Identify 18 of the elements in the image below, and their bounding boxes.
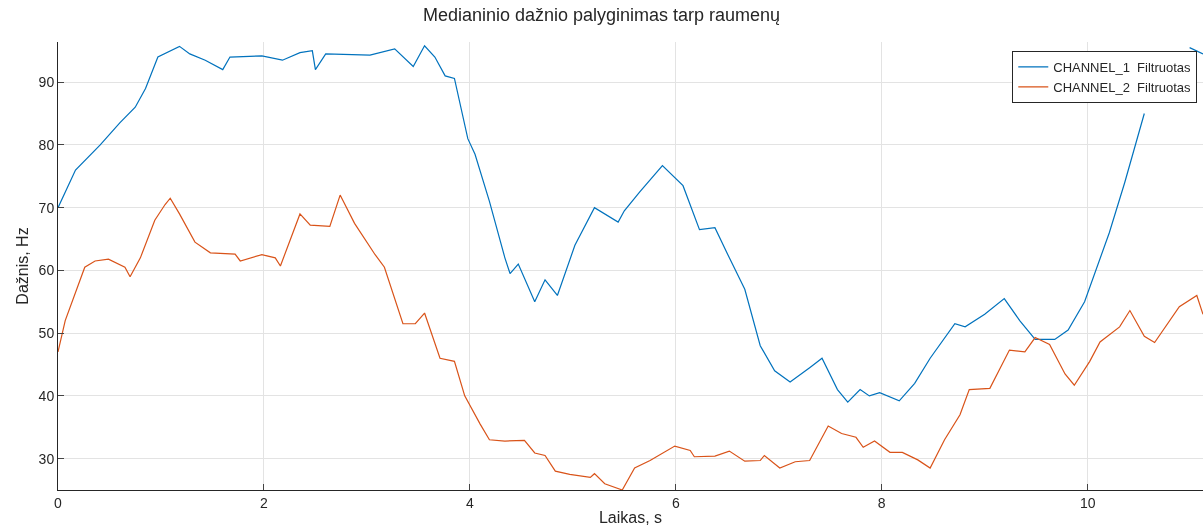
y-tick-label: 40 (38, 387, 55, 404)
legend-label: CHANNEL_2 Filtruotas (1053, 79, 1192, 95)
x-tick-label: 0 (54, 494, 63, 511)
y-tick-label: 60 (38, 262, 55, 279)
chart-title: Medianinio dažnio palyginimas tarp raumenų (422, 4, 781, 25)
x-tick-label: 4 (465, 494, 474, 511)
x-axis-title: Laikas, s (598, 509, 663, 527)
y-tick-label: 50 (38, 325, 55, 342)
y-tick-label: 80 (38, 136, 55, 153)
x-tick-label: 6 (671, 494, 680, 511)
legend-label: CHANNEL_1 Filtruotas (1053, 59, 1192, 75)
x-tick-label: 8 (877, 494, 886, 511)
y-tick-label: 70 (38, 199, 55, 216)
x-tick-label: 10 (1079, 494, 1096, 511)
y-tick-label: 30 (38, 450, 55, 467)
y-axis-title: Dažnis, Hz (13, 227, 31, 305)
x-tick-label: 2 (260, 494, 269, 511)
y-tick-label: 90 (38, 74, 55, 91)
